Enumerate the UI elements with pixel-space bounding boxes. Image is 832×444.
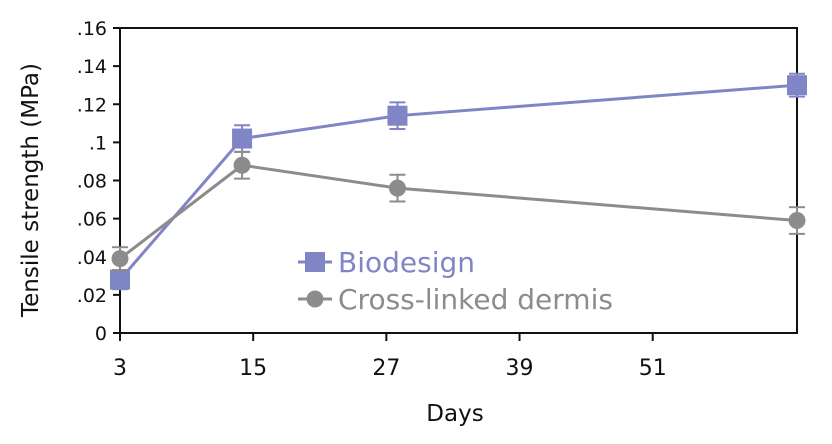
y-tick-label: .06 bbox=[77, 209, 107, 231]
data-point bbox=[788, 212, 806, 230]
series-1 bbox=[110, 72, 807, 291]
x-tick-label: 51 bbox=[639, 356, 667, 381]
y-axis-title: Tensile strength (MPa) bbox=[18, 63, 44, 318]
data-point bbox=[232, 128, 253, 149]
data-point bbox=[387, 105, 408, 126]
x-axis-title: Days bbox=[426, 401, 483, 427]
y-tick-label: .1 bbox=[89, 132, 107, 154]
legend-label: Cross-linked dermis bbox=[338, 283, 613, 316]
x-tick-label: 39 bbox=[506, 356, 534, 381]
legend-item: Biodesign bbox=[298, 246, 475, 279]
y-tick-label: .02 bbox=[77, 285, 107, 307]
x-tick-label: 27 bbox=[372, 356, 400, 381]
data-point bbox=[233, 156, 251, 174]
x-tick-label: 3 bbox=[113, 356, 127, 381]
data-point bbox=[787, 75, 807, 96]
legend-item: Cross-linked dermis bbox=[298, 283, 613, 316]
x-tick-label: 15 bbox=[239, 356, 267, 381]
y-tick-label: .16 bbox=[77, 18, 107, 40]
y-tick-label: .04 bbox=[77, 247, 107, 269]
series-line bbox=[118, 83, 798, 281]
legend-marker bbox=[305, 252, 325, 272]
y-axis-ticks: 0 .02 .04 .06 .08 .1 .12 .14 .16 bbox=[77, 18, 120, 345]
y-tick-label: 0 bbox=[95, 323, 107, 345]
y-tick-label: .12 bbox=[77, 94, 107, 116]
legend-marker bbox=[306, 290, 324, 308]
series-2 bbox=[111, 150, 806, 272]
y-tick-label: .14 bbox=[77, 56, 107, 78]
y-tick-label: .08 bbox=[77, 171, 107, 193]
series-layer bbox=[110, 72, 807, 291]
series-line bbox=[119, 163, 798, 260]
data-point bbox=[111, 250, 129, 268]
legend: Biodesign Cross-linked dermis bbox=[298, 246, 613, 316]
x-axis-ticks: 3 15 27 39 51 bbox=[113, 333, 667, 381]
data-point bbox=[110, 269, 130, 290]
data-point bbox=[388, 179, 406, 197]
legend-label: Biodesign bbox=[338, 246, 475, 279]
